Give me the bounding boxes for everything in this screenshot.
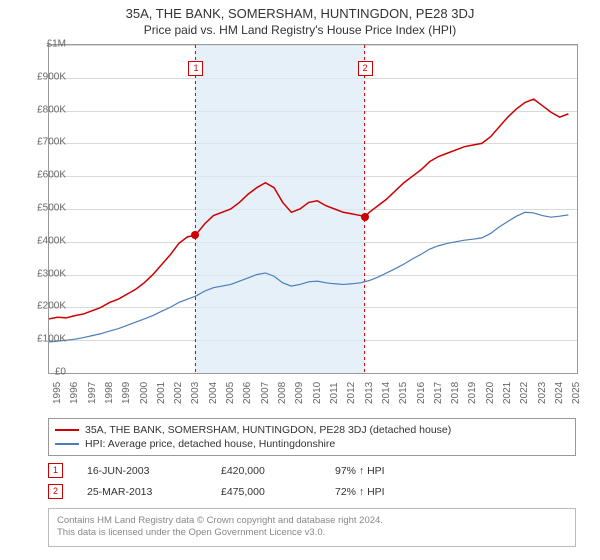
x-tick-label: 2010 <box>312 382 323 404</box>
legend-swatch-hpi <box>55 443 79 445</box>
legend-row: 35A, THE BANK, SOMERSHAM, HUNTINGDON, PE… <box>55 423 569 437</box>
x-tick-label: 2014 <box>381 382 392 404</box>
sale-dot <box>191 231 199 239</box>
y-tick-label: £600K <box>22 170 66 181</box>
legend-box: 35A, THE BANK, SOMERSHAM, HUNTINGDON, PE… <box>48 418 576 456</box>
x-tick-label: 2002 <box>173 382 184 404</box>
x-tick-label: 2007 <box>260 382 271 404</box>
x-tick-label: 2006 <box>242 382 253 404</box>
sale-date: 16-JUN-2003 <box>87 465 197 477</box>
chart-container: 35A, THE BANK, SOMERSHAM, HUNTINGDON, PE… <box>0 0 600 560</box>
series-price_paid <box>49 99 568 319</box>
x-tick-label: 1996 <box>69 382 80 404</box>
plot-area: 12 <box>48 44 578 374</box>
sale-date: 25-MAR-2013 <box>87 486 197 498</box>
x-tick-label: 2004 <box>208 382 219 404</box>
sale-hpi: 72% ↑ HPI <box>335 486 425 498</box>
x-tick-label: 2011 <box>329 382 340 404</box>
legend-label-price: 35A, THE BANK, SOMERSHAM, HUNTINGDON, PE… <box>85 424 451 436</box>
chart-title: 35A, THE BANK, SOMERSHAM, HUNTINGDON, PE… <box>0 0 600 21</box>
x-tick-label: 2021 <box>502 382 513 404</box>
sale-price: £475,000 <box>221 486 311 498</box>
x-tick-label: 2025 <box>571 382 582 404</box>
series-hpi <box>49 212 568 342</box>
x-tick-label: 2017 <box>433 382 444 404</box>
sale-row: 2 25-MAR-2013 £475,000 72% ↑ HPI <box>48 481 576 502</box>
y-tick-label: £1M <box>22 39 66 50</box>
legend-label-hpi: HPI: Average price, detached house, Hunt… <box>85 438 335 450</box>
y-tick-label: £200K <box>22 301 66 312</box>
sale-marker-2: 2 <box>48 484 63 499</box>
y-tick-label: £100K <box>22 334 66 345</box>
x-tick-label: 2018 <box>450 382 461 404</box>
x-tick-label: 2000 <box>139 382 150 404</box>
y-tick-label: £800K <box>22 104 66 115</box>
y-tick-label: £900K <box>22 71 66 82</box>
x-tick-label: 2023 <box>537 382 548 404</box>
x-tick-label: 2013 <box>364 382 375 404</box>
x-tick-label: 2020 <box>485 382 496 404</box>
x-tick-label: 2003 <box>190 382 201 404</box>
y-tick-label: £500K <box>22 203 66 214</box>
legend-swatch-price <box>55 429 79 431</box>
x-tick-label: 2001 <box>156 382 167 404</box>
sale-marker-1: 1 <box>48 463 63 478</box>
legend-row: HPI: Average price, detached house, Hunt… <box>55 437 569 451</box>
x-tick-label: 2022 <box>519 382 530 404</box>
y-tick-label: £0 <box>22 367 66 378</box>
x-tick-label: 2012 <box>346 382 357 404</box>
chart-subtitle: Price paid vs. HM Land Registry's House … <box>0 21 600 41</box>
x-tick-label: 1995 <box>52 382 63 404</box>
y-tick-label: £300K <box>22 268 66 279</box>
sale-dot <box>361 213 369 221</box>
x-tick-label: 2019 <box>467 382 478 404</box>
y-tick-label: £700K <box>22 137 66 148</box>
x-tick-label: 2016 <box>416 382 427 404</box>
x-tick-label: 2024 <box>554 382 565 404</box>
x-tick-label: 2015 <box>398 382 409 404</box>
x-tick-label: 1997 <box>87 382 98 404</box>
marker-box: 2 <box>358 61 373 76</box>
x-tick-label: 2009 <box>294 382 305 404</box>
sale-row: 1 16-JUN-2003 £420,000 97% ↑ HPI <box>48 460 576 481</box>
marker-box: 1 <box>188 61 203 76</box>
x-tick-label: 1999 <box>121 382 132 404</box>
footer-line2: This data is licensed under the Open Gov… <box>57 527 567 539</box>
sale-hpi: 97% ↑ HPI <box>335 465 425 477</box>
x-tick-label: 1998 <box>104 382 115 404</box>
footer: Contains HM Land Registry data © Crown c… <box>48 508 576 547</box>
sale-price: £420,000 <box>221 465 311 477</box>
chart-lines-svg <box>49 45 577 373</box>
x-tick-label: 2008 <box>277 382 288 404</box>
y-tick-label: £400K <box>22 235 66 246</box>
x-tick-label: 2005 <box>225 382 236 404</box>
sales-table: 1 16-JUN-2003 £420,000 97% ↑ HPI 2 25-MA… <box>48 460 576 502</box>
footer-line1: Contains HM Land Registry data © Crown c… <box>57 515 567 527</box>
